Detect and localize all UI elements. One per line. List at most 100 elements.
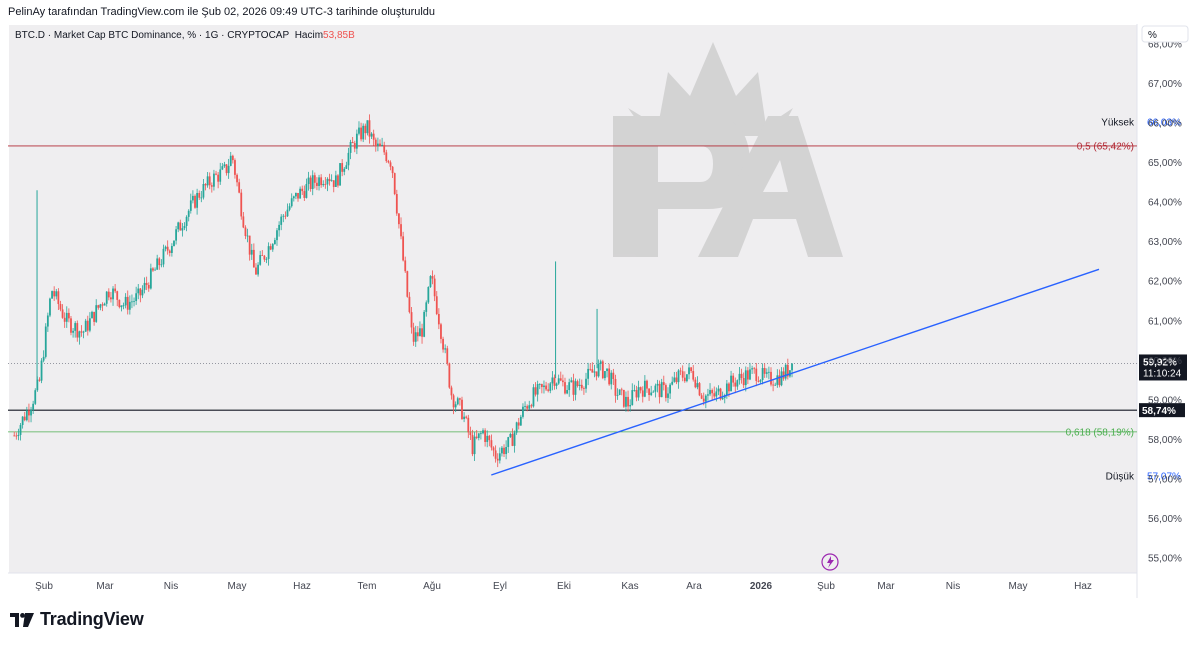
candle-body [252,249,255,268]
candle-body [168,250,171,253]
y-tick-label[interactable]: 57,00% [1148,474,1182,485]
candle-body [694,379,697,388]
y-tick-label[interactable]: 58,00% [1148,435,1182,446]
y-tick-label[interactable]: 64,00% [1148,198,1182,209]
tradingview-logo-icon[interactable] [10,612,34,627]
candle-body [116,291,119,300]
x-tick-label[interactable]: May [1009,581,1028,592]
candle-body [15,435,18,437]
candle-body [318,177,320,186]
candle-body [686,374,688,382]
candle-body [742,377,745,386]
candle-body [324,183,327,185]
unit-toggle-button[interactable]: % [1141,25,1189,43]
y-tick-label[interactable]: 61,00% [1148,316,1182,327]
candle-body [379,143,381,146]
candle-body [633,390,636,391]
candle-body [549,383,552,391]
candle-body [463,416,465,420]
symbol-info[interactable]: BTC.D · Market Cap BTC Dominance, % · 1G… [15,30,355,41]
y-tick-label[interactable]: 68,00% [1148,39,1182,50]
candle-body [271,244,274,250]
y-tick-label[interactable]: 60,00% [1148,356,1182,367]
candle-body [751,368,753,370]
x-tick-label[interactable]: Şub [35,581,53,592]
candle-body [103,303,106,306]
candle-body [576,381,579,386]
candle-body [89,318,91,331]
candle-body [328,178,331,182]
x-tick-label[interactable]: Ara [686,581,702,592]
bar-countdown: 11:10:24 [1143,368,1182,379]
time-axis[interactable]: Şub Mar Nis May Haz Tem Ağu Eyl Eki Kas Ara 2026 Şub… [35,581,1092,592]
x-tick-label[interactable]: Nis [164,581,178,592]
x-tick-label[interactable]: Haz [293,581,311,592]
y-tick-label[interactable]: 67,00% [1148,79,1182,90]
candle-body [234,160,236,175]
candle-body [730,375,732,392]
candle-body [654,385,657,392]
x-tick-label[interactable]: Mar [96,581,114,592]
tradingview-footer[interactable]: TradingView [10,609,144,630]
candle-body [97,305,100,308]
lightning-icon[interactable] [821,553,839,571]
x-tick-label[interactable]: Mar [877,581,895,592]
candle-body [770,371,772,385]
watermark-crown-icon [628,42,793,136]
x-tick-label[interactable]: Tem [358,581,377,592]
x-tick-label[interactable]: Nis [946,581,960,592]
symbol-title[interactable]: BTC.D · Market Cap BTC Dominance, % · 1G… [15,30,290,41]
x-tick-label[interactable]: Şub [817,581,835,592]
x-tick-label[interactable]: Eyl [493,581,507,592]
candle-body [604,371,606,379]
candle-body [753,368,756,370]
candle-body [23,416,26,421]
candle-body [782,371,785,379]
candle-body [658,383,661,398]
x-tick-label[interactable]: Haz [1074,581,1092,592]
candle-body [118,299,121,308]
candle-body [173,240,175,247]
candle-body [677,370,680,383]
candle-body [620,389,623,391]
x-tick-label[interactable]: Ağu [423,581,441,592]
candle-body [629,405,632,407]
unit-toggle-label[interactable]: % [1148,30,1157,41]
trend-line[interactable] [491,268,1100,476]
low-label: Düşük [1106,472,1135,483]
candle-body [244,227,247,236]
candle-body [387,161,390,163]
y-tick-label[interactable]: 66,00% [1148,118,1182,129]
candle-body [625,396,627,407]
unit-toggle-bg[interactable] [1141,25,1189,43]
x-tick-label[interactable]: May [228,581,247,592]
candle-body [404,260,407,272]
candle-body [299,188,302,199]
candle-body [322,183,325,186]
x-tick-label[interactable]: Kas [621,581,638,592]
lightning-icon-bolt[interactable] [827,556,834,568]
y-tick-label[interactable]: 59,00% [1148,395,1182,406]
candle-body [40,360,43,381]
price-axis[interactable]: 55,00% 56,00% 57,00% 58,00% 59,00% 60,00% 61,0… [1148,39,1182,564]
candle-body [13,435,16,437]
lightning-icon-ring[interactable] [821,553,839,571]
candle-body [784,364,787,379]
y-tick-label[interactable]: 63,00% [1148,237,1182,248]
candle-body [425,302,428,312]
y-tick-label[interactable]: 65,00% [1148,158,1182,169]
candle-body [473,436,476,455]
chart-canvas[interactable]: 0,5 (65,42%) 0,618 (58,19%) 58,74% 59,92%1… [8,24,1193,598]
candle-body [713,393,716,397]
tradingview-brand[interactable]: TradingView [40,609,144,629]
y-tick-label[interactable]: 56,00% [1148,514,1182,525]
x-tick-label[interactable]: 2026 [750,581,773,592]
y-tick-label[interactable]: 55,00% [1148,554,1182,565]
candle-body [631,390,634,406]
chart-frame[interactable]: 0,5 (65,42%) 0,618 (58,19%) 58,74% 59,92% 1… [8,24,1193,598]
candle-body [580,384,583,389]
y-tick-label[interactable]: 62,00% [1148,277,1182,288]
candle-body [492,447,495,451]
fib-level-label: 0,5 (65,42%) [1077,141,1134,152]
x-tick-label[interactable]: Eki [557,581,571,592]
